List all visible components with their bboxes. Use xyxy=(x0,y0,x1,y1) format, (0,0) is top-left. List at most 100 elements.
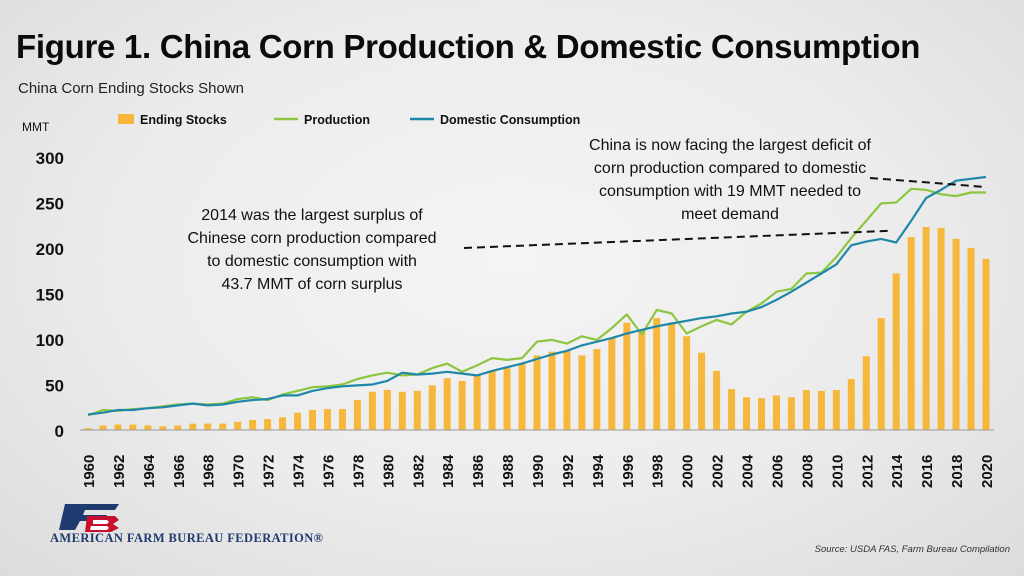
bar-ending-stocks xyxy=(982,258,990,430)
annotation-deficit-text: China is now facing the largest deficit … xyxy=(589,137,871,154)
x-tick-label: 1966 xyxy=(171,455,188,488)
bar-ending-stocks xyxy=(234,421,242,430)
bar-ending-stocks xyxy=(503,368,511,430)
bar-ending-stocks xyxy=(99,425,107,430)
legend-label: Domestic Consumption xyxy=(440,113,580,127)
bar-ending-stocks xyxy=(249,419,257,430)
x-tick-label: 2006 xyxy=(769,455,786,488)
bar-ending-stocks xyxy=(847,379,855,430)
bar-ending-stocks xyxy=(294,412,302,430)
annotation-surplus-text: Chinese corn production compared xyxy=(187,230,436,247)
bar-ending-stocks xyxy=(473,375,481,430)
x-tick-label: 2012 xyxy=(859,455,876,488)
chart-subtitle: China Corn Ending Stocks Shown xyxy=(18,80,244,97)
bar-ending-stocks xyxy=(159,426,167,430)
x-tick-label: 1980 xyxy=(380,455,397,488)
y-axis-unit-label: MMT xyxy=(22,120,50,134)
line-domestic-consumption xyxy=(87,175,987,416)
bar-ending-stocks xyxy=(488,370,496,430)
annotation-deficit-pointer xyxy=(869,177,987,189)
bar-ending-stocks xyxy=(862,356,870,430)
bar-ending-stocks xyxy=(219,423,227,430)
x-tick-label: 1994 xyxy=(590,454,607,488)
y-tick-label: 250 xyxy=(36,195,64,214)
bar-ending-stocks xyxy=(698,352,706,430)
x-tick-label: 1970 xyxy=(231,455,248,488)
x-tick-label: 2014 xyxy=(889,454,906,488)
x-tick-label: 1996 xyxy=(620,455,637,488)
bar-ending-stocks xyxy=(772,395,780,430)
x-tick-label: 1964 xyxy=(141,454,158,488)
annotation-surplus-text: to domestic consumption with xyxy=(207,253,417,270)
bar-ending-stocks xyxy=(413,390,421,430)
bar-ending-stocks xyxy=(638,329,646,430)
bar-ending-stocks xyxy=(518,363,526,430)
x-tick-label: 2000 xyxy=(680,455,697,488)
x-tick-label: 1972 xyxy=(261,455,278,488)
bar-ending-stocks xyxy=(683,336,691,430)
farm-bureau-logo-icon xyxy=(59,504,119,532)
x-tick-label: 2020 xyxy=(979,455,996,488)
bar-ending-stocks xyxy=(174,425,182,430)
bar-ending-stocks xyxy=(548,351,556,430)
bar-ending-stocks xyxy=(758,398,765,430)
bar-ending-stocks xyxy=(428,385,436,430)
x-tick-label: 1968 xyxy=(201,455,218,488)
bar-ending-stocks xyxy=(383,389,391,430)
bar-ending-stocks xyxy=(832,389,840,430)
bar-ending-stocks xyxy=(533,355,541,430)
bar-ending-stocks xyxy=(743,397,751,430)
x-tick-label: 2018 xyxy=(949,455,966,488)
legend-label: Production xyxy=(304,113,370,127)
line-production xyxy=(87,187,986,417)
bar-ending-stocks xyxy=(937,227,945,430)
legend-swatch-ending-stocks xyxy=(118,114,134,124)
bar-ending-stocks xyxy=(817,390,825,430)
bar-ending-stocks xyxy=(398,391,406,430)
y-tick-label: 100 xyxy=(36,331,64,350)
bar-ending-stocks xyxy=(713,370,721,430)
x-tick-label: 1962 xyxy=(111,455,128,488)
bar-ending-stocks xyxy=(922,227,930,430)
source-note: Source: USDA FAS, Farm Bureau Compilatio… xyxy=(814,544,1010,555)
bar-ending-stocks xyxy=(967,248,975,430)
bar-ending-stocks xyxy=(593,349,601,430)
logo-text: AMERICAN FARM BUREAU FEDERATION® xyxy=(50,531,324,545)
bar-ending-stocks xyxy=(728,389,736,430)
annotation-surplus-text: 43.7 MMT of corn surplus xyxy=(221,276,402,293)
x-tick-label: 1990 xyxy=(530,455,547,488)
x-tick-label: 1988 xyxy=(500,455,517,488)
chart-title: Figure 1. China Corn Production & Domest… xyxy=(16,28,921,65)
bar-ending-stocks xyxy=(204,423,212,430)
bar-ending-stocks xyxy=(114,424,122,430)
x-tick-label: 1998 xyxy=(650,455,667,488)
x-tick-label: 2002 xyxy=(710,455,727,488)
annotation-deficit-text: consumption with 19 MMT needed to xyxy=(599,183,861,200)
bar-ending-stocks xyxy=(563,350,571,430)
y-tick-label: 200 xyxy=(36,240,64,259)
x-tick-label: 1982 xyxy=(410,455,427,488)
x-tick-label: 1992 xyxy=(560,455,577,488)
x-tick-label: 2016 xyxy=(919,455,936,488)
bar-ending-stocks xyxy=(623,322,631,430)
bar-ending-stocks xyxy=(608,338,616,430)
x-tick-label: 2010 xyxy=(829,455,846,488)
x-tick-label: 1986 xyxy=(470,455,487,488)
bar-ending-stocks xyxy=(323,409,331,430)
bar-ending-stocks xyxy=(668,322,676,430)
annotation-deficit-text: corn production compared to domestic xyxy=(594,160,866,177)
bar-ending-stocks xyxy=(353,399,361,430)
bar-ending-stocks xyxy=(907,237,915,430)
bar-ending-stocks xyxy=(458,380,466,430)
bar-ending-stocks xyxy=(264,419,272,430)
bar-ending-stocks xyxy=(787,397,795,430)
bar-ending-stocks xyxy=(309,409,316,430)
y-tick-label: 50 xyxy=(45,377,64,396)
bar-ending-stocks xyxy=(338,409,346,430)
y-tick-label: 150 xyxy=(36,286,64,305)
x-tick-label: 1960 xyxy=(81,455,98,488)
y-tick-label: 300 xyxy=(36,149,64,168)
bar-ending-stocks xyxy=(578,355,586,430)
x-tick-label: 1984 xyxy=(440,454,457,488)
